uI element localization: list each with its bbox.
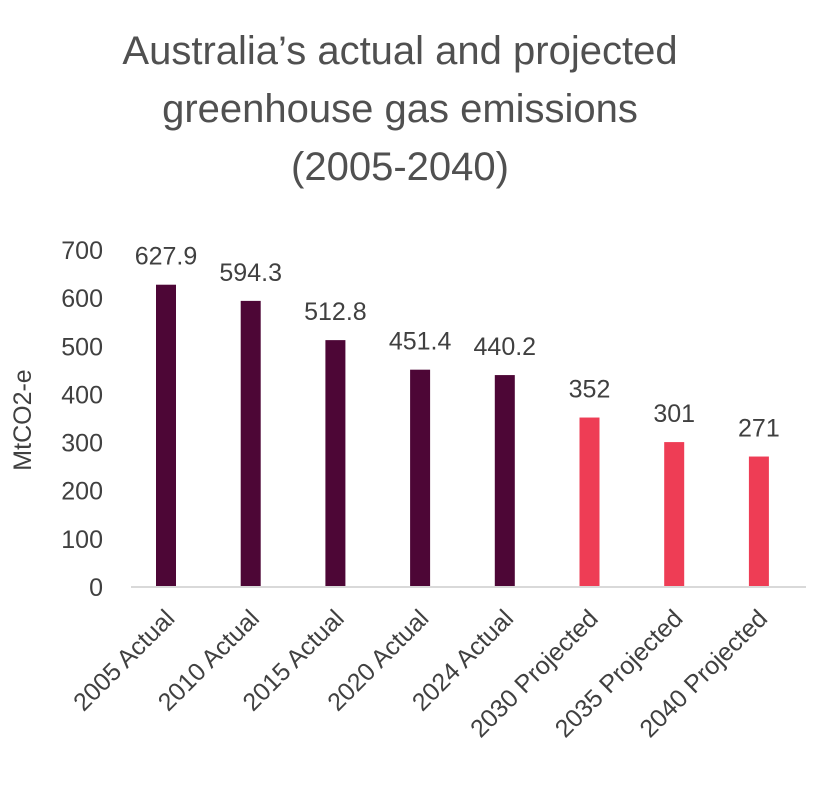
bar-2035-projected [664, 442, 685, 587]
data-label: 451.4 [389, 328, 452, 356]
data-label: 512.8 [304, 298, 367, 326]
data-label: 627.9 [135, 243, 198, 271]
y-tick-label: 0 [89, 574, 103, 602]
y-tick-label: 300 [61, 430, 103, 458]
bars [156, 284, 769, 587]
data-labels: 627.9 594.3 512.8 451.4 440.2 352 301 271 [135, 243, 780, 443]
bar-2010-actual [240, 300, 261, 587]
data-label: 301 [653, 400, 695, 428]
bar-2015-actual [325, 340, 346, 587]
y-tick-label: 100 [61, 526, 103, 554]
y-axis-label: MtCO2-e [9, 369, 37, 470]
y-tick-label: 500 [61, 333, 103, 361]
chart-title: Australia’s actual and projected greenho… [0, 22, 800, 196]
bar-2020-actual [410, 369, 431, 587]
data-label: 352 [569, 376, 611, 404]
data-label: 440.2 [474, 333, 537, 361]
data-label: 594.3 [219, 259, 282, 287]
chart-title-line-3: (2005-2040) [291, 145, 509, 189]
chart-title-line-2: greenhouse gas emissions [162, 87, 638, 131]
bar-2024-actual [494, 375, 515, 587]
y-tick-label: 600 [61, 285, 103, 313]
bar-2040-projected [748, 456, 769, 587]
y-tick-label: 200 [61, 478, 103, 506]
y-axis-ticks: 0 100 200 300 400 500 600 700 [61, 237, 103, 602]
chart-title-line-1: Australia’s actual and projected [122, 29, 678, 73]
y-tick-label: 400 [61, 381, 103, 409]
y-tick-label: 700 [61, 237, 103, 265]
bar-2030-projected [579, 417, 600, 587]
data-label: 271 [738, 415, 780, 443]
bar-2005-actual [156, 284, 176, 587]
